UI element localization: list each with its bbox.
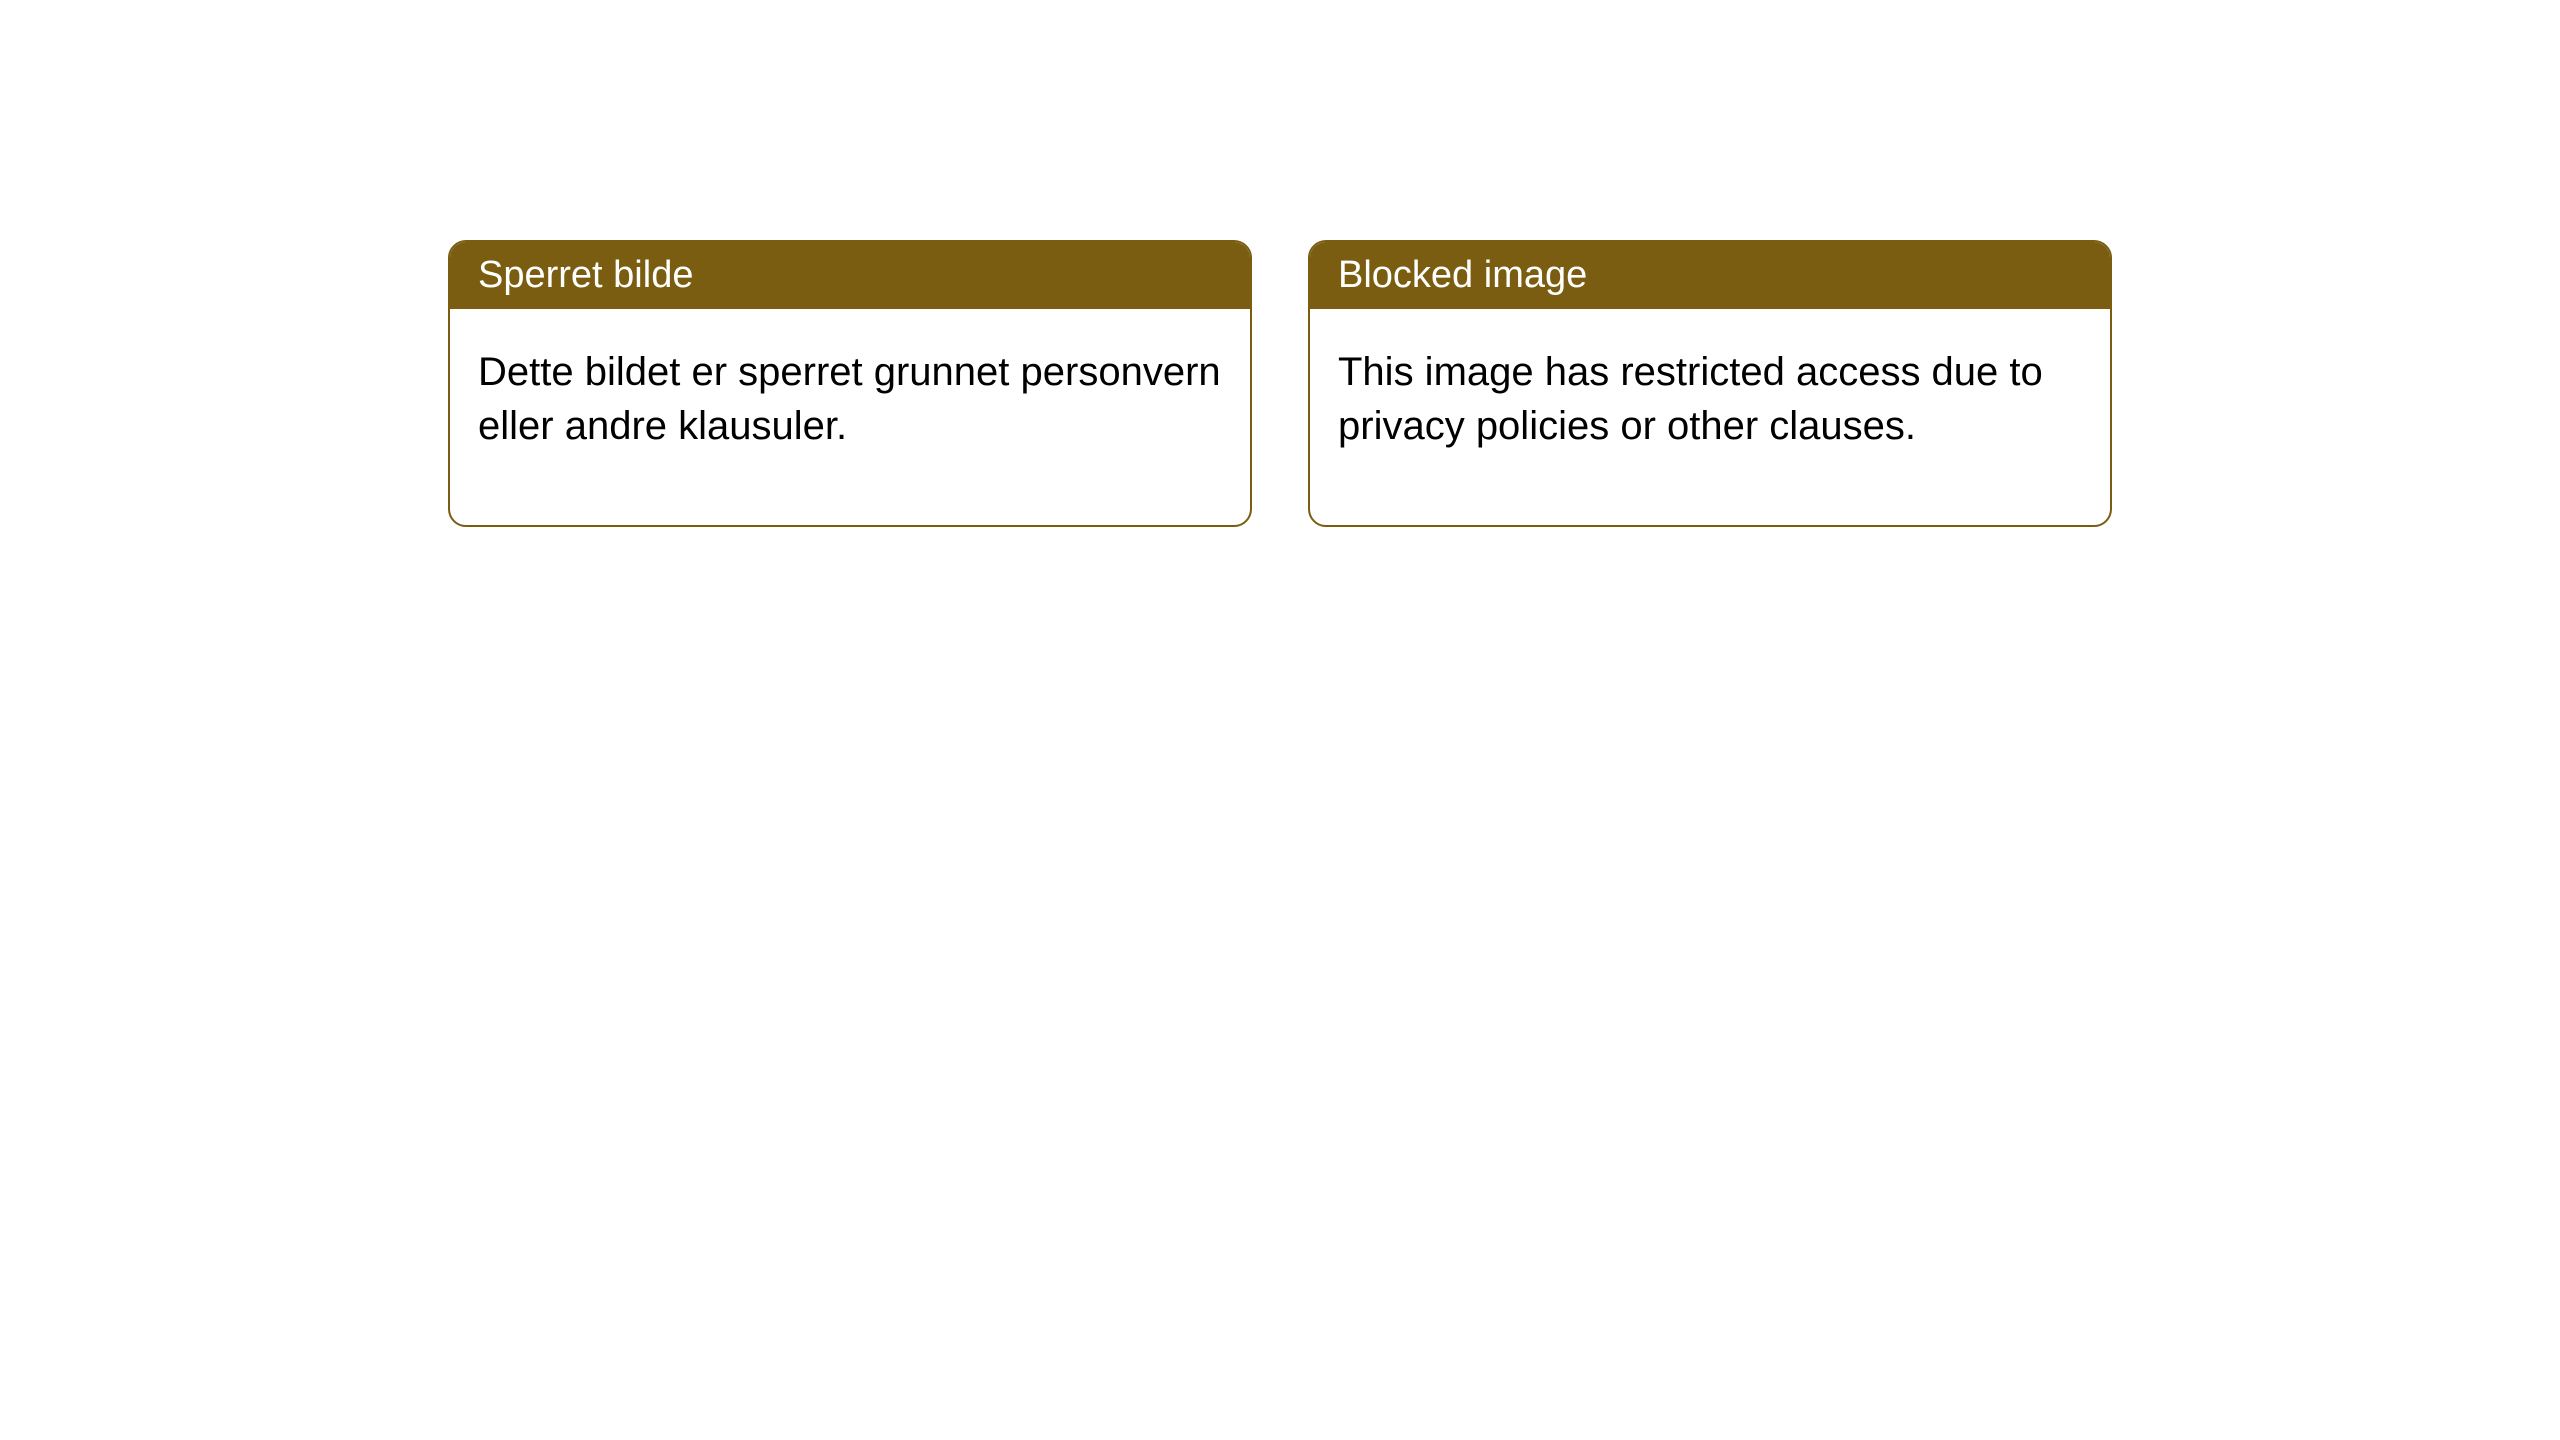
notice-card-en: Blocked image This image has restricted …	[1308, 240, 2112, 527]
card-body-en: This image has restricted access due to …	[1310, 309, 2110, 525]
notice-container: Sperret bilde Dette bildet er sperret gr…	[0, 0, 2560, 527]
card-header-no: Sperret bilde	[450, 242, 1250, 309]
notice-card-no: Sperret bilde Dette bildet er sperret gr…	[448, 240, 1252, 527]
card-header-en: Blocked image	[1310, 242, 2110, 309]
card-body-no: Dette bildet er sperret grunnet personve…	[450, 309, 1250, 525]
